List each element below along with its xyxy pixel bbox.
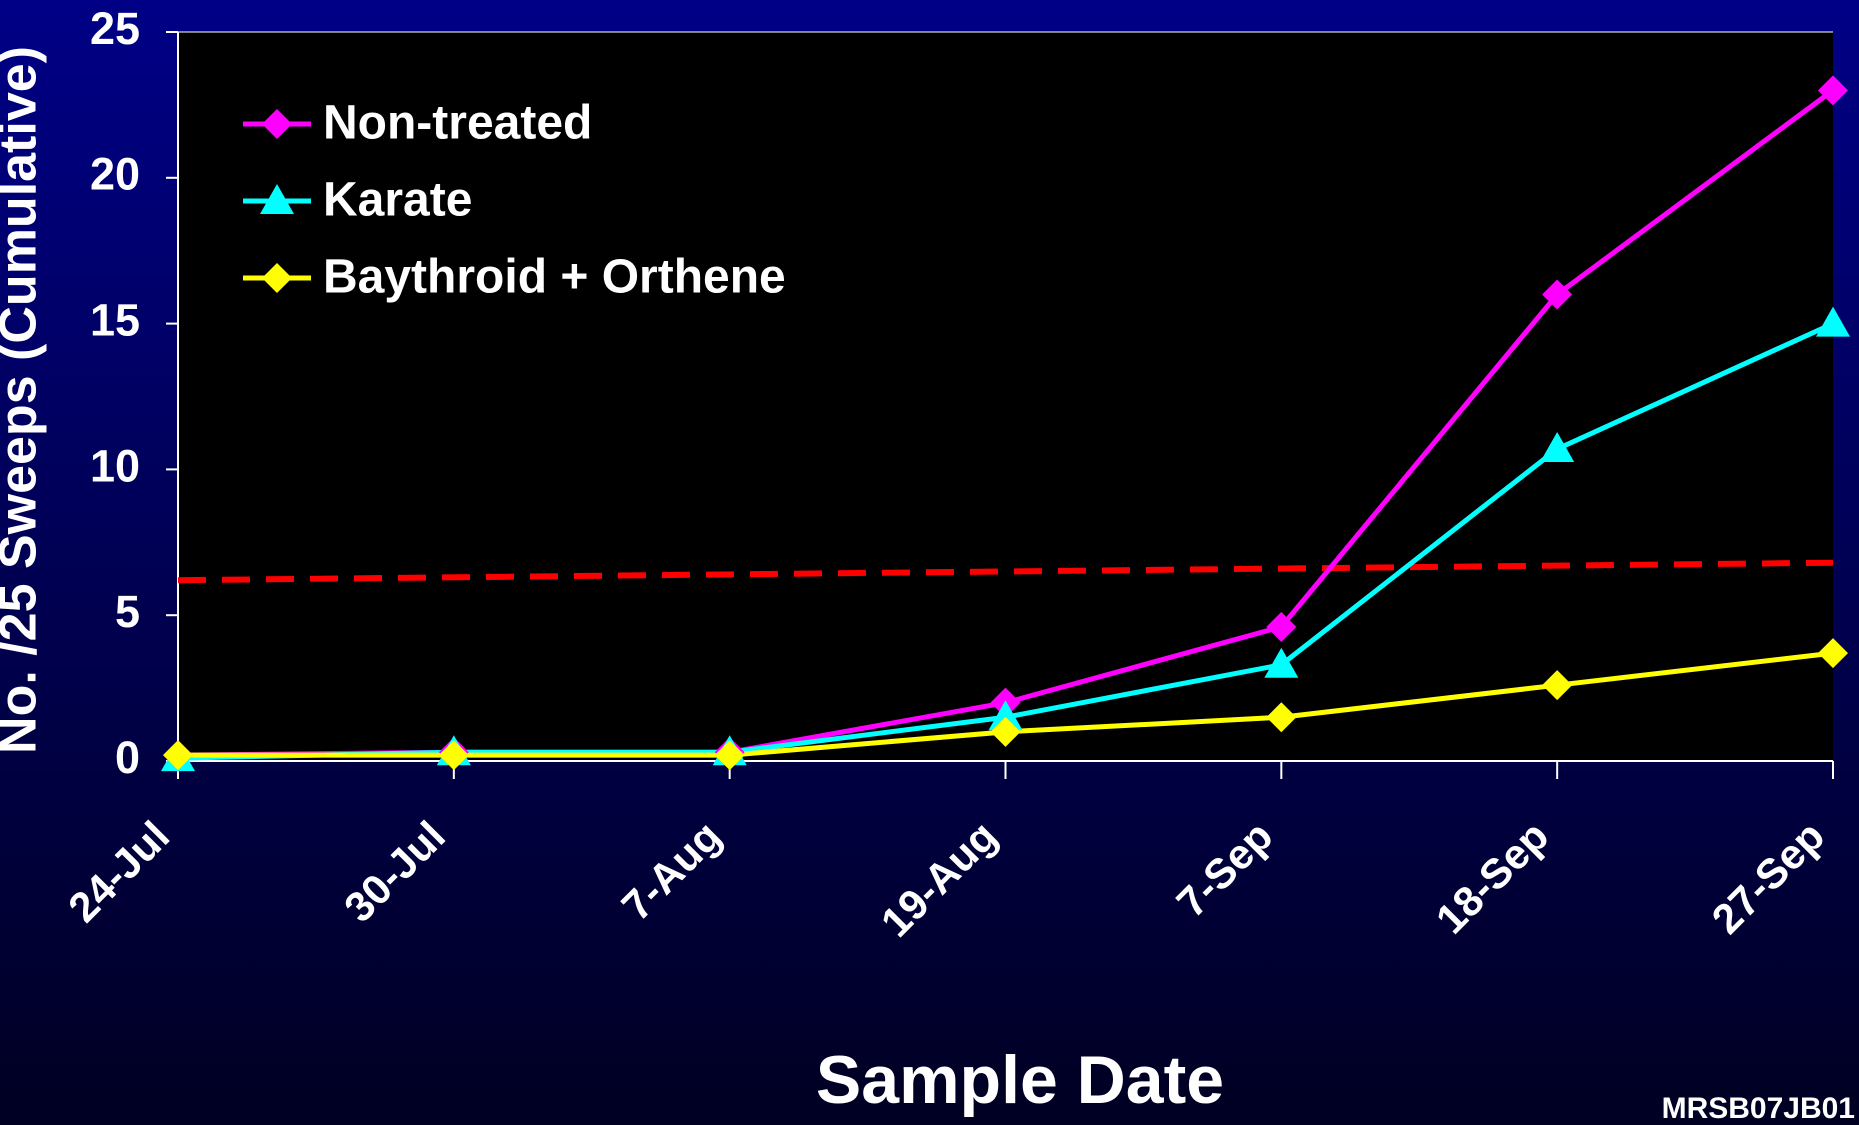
marker [1816, 306, 1850, 337]
marker [1264, 647, 1299, 678]
y-axis-title: No. /25 Sweeps (Cumulative) [0, 46, 48, 754]
x-tick-label: 7-Sep [1167, 812, 1281, 926]
x-tick-label: 19-Aug [872, 812, 1006, 946]
marker [438, 740, 469, 771]
footer: MRSB07JB01 [1662, 1092, 1855, 1125]
marker [1542, 670, 1573, 701]
x-tick-label: 24-Jul [59, 812, 178, 931]
x-axis-title: Sample Date [816, 1042, 1224, 1118]
marker [1542, 279, 1573, 310]
marker [990, 716, 1021, 747]
x-tick-label: 18-Sep [1427, 812, 1558, 943]
legend-label: Baythroid + Orthene [323, 251, 786, 304]
legend-label: Non-treated [323, 97, 592, 150]
y-tick-label: 10 [90, 440, 140, 491]
legend-label: Karate [323, 174, 472, 227]
threshold-line [177, 559, 1834, 584]
marker [1818, 75, 1848, 106]
y-tick-label: 15 [90, 294, 140, 345]
x-tick-label: 30-Jul [335, 812, 454, 931]
marker [714, 740, 745, 771]
plot-area [178, 32, 1833, 761]
y-tick-label: 5 [115, 586, 140, 637]
y-tick-label: 20 [90, 149, 140, 200]
marker [262, 109, 292, 139]
marker [1818, 638, 1848, 669]
marker [260, 184, 294, 214]
x-tick-label: 7-Aug [612, 812, 729, 929]
marker [1266, 702, 1297, 733]
marker [262, 263, 292, 293]
y-tick-label: 25 [90, 3, 140, 54]
y-tick-label: 0 [115, 732, 140, 783]
marker [1266, 611, 1297, 642]
x-tick-label: 27-Sep [1703, 812, 1834, 943]
marker [1540, 431, 1575, 462]
marker [163, 740, 193, 771]
marker [988, 700, 1023, 731]
